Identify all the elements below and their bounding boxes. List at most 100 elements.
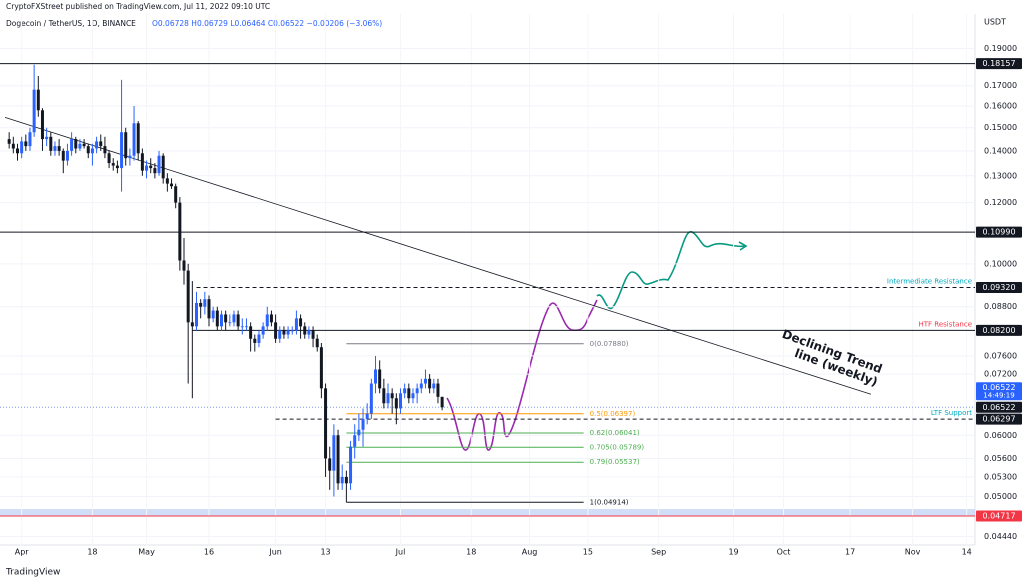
y-tick-label: 0.08800 <box>984 302 1017 311</box>
price-tag-label: 0.06297 <box>982 415 1015 424</box>
candle-body <box>57 146 61 151</box>
candle-body <box>140 153 144 171</box>
candle-body <box>382 388 386 404</box>
candle-body <box>107 153 111 164</box>
fib-label: 1(0.04914) <box>590 498 629 506</box>
fib-label: 0(0.07880) <box>590 340 629 348</box>
symbol: Dogecoin / TetherUS, 1D, BINANCE <box>6 19 136 28</box>
footer-logo: TradingView <box>5 568 60 578</box>
candle-body <box>269 314 273 323</box>
y-tick-label: 0.17000 <box>984 81 1017 90</box>
price-tag <box>976 324 1022 336</box>
candle-body <box>178 202 182 261</box>
candle-body <box>244 326 248 328</box>
trendline <box>4 116 872 395</box>
candle-body <box>415 388 419 394</box>
candle-body <box>274 322 278 339</box>
x-tick-label: 18 <box>87 548 97 557</box>
candle-body <box>132 123 136 156</box>
candle-body <box>32 89 36 133</box>
x-tick-label: 17 <box>845 548 855 557</box>
candle-body <box>311 330 315 339</box>
candle-body <box>20 141 24 154</box>
y-tick-label: 0.16000 <box>984 102 1017 111</box>
candle-body <box>394 398 398 409</box>
y-tick-label: 0.05300 <box>984 472 1017 481</box>
x-tick-label: Jul <box>395 548 406 557</box>
candle-body <box>120 132 124 169</box>
candle-body <box>240 326 244 328</box>
candle-body <box>174 186 178 203</box>
y-tick-label: 0.13000 <box>984 171 1017 180</box>
ohlc-readout: O0.06728 H0.06729 L0.06464 C0.06522 −0.0… <box>152 19 382 28</box>
candle-body <box>344 476 348 484</box>
candle-body <box>186 270 190 323</box>
x-tick-label: May <box>138 548 155 557</box>
x-tick-label: 18 <box>466 548 476 557</box>
countdown: 14:49:19 <box>983 391 1014 399</box>
level-name: LTF Support <box>931 409 972 417</box>
candle-body <box>315 338 319 348</box>
candle-body <box>203 299 207 307</box>
candle-body <box>365 413 369 419</box>
last-price-label: 0.06522 <box>982 383 1015 392</box>
last-price-tag <box>976 382 1022 401</box>
x-tick-label: 13 <box>320 548 330 557</box>
candle-body <box>398 393 402 409</box>
candle-body <box>332 435 336 471</box>
candle-body <box>336 435 340 484</box>
y-tick-label: 0.05600 <box>984 454 1017 463</box>
candle-body <box>24 141 28 147</box>
candle-body <box>45 136 49 140</box>
price-tag <box>976 58 1022 70</box>
candle-body <box>378 369 382 389</box>
candle-body <box>153 168 157 174</box>
candle-body <box>49 136 53 151</box>
candle-body <box>319 347 323 389</box>
y-tick-label: 0.14000 <box>984 146 1017 155</box>
candle-body <box>86 146 90 154</box>
fib-label: 0.5(0.06397) <box>590 410 636 418</box>
x-tick-label: Nov <box>905 548 921 557</box>
publisher: CryptoFXStreet published on TradingView.… <box>6 2 270 11</box>
x-tick-label: Sep <box>651 548 666 557</box>
candle-body <box>40 110 44 140</box>
fib-label: 0.705(0.05789) <box>590 443 645 451</box>
candle-body <box>74 139 78 149</box>
candle-body <box>103 146 107 154</box>
candle-body <box>224 314 228 323</box>
candle-body <box>195 302 199 327</box>
projection-arrow <box>738 241 748 251</box>
candle-body <box>374 369 378 384</box>
level-name: Intermediate Resistance <box>887 277 972 285</box>
candle-body <box>15 148 19 154</box>
x-tick-label: Aug <box>522 548 538 557</box>
candle-body <box>128 155 132 159</box>
candle-body <box>65 150 69 161</box>
candle-body <box>369 383 373 414</box>
candle-body <box>436 383 440 397</box>
candle-body <box>199 302 203 307</box>
y-tick-label: 0.12000 <box>984 198 1017 207</box>
candle-body <box>282 330 286 335</box>
candle-body <box>411 393 415 399</box>
candle-body <box>257 334 261 343</box>
y-tick-label: 0.10000 <box>984 259 1017 268</box>
candle-body <box>403 388 407 394</box>
candle-body <box>36 89 40 111</box>
candle-body <box>357 429 361 436</box>
y-tick-label: 0.06000 <box>984 431 1017 440</box>
candle-body <box>361 418 365 430</box>
candle-body <box>115 165 119 169</box>
y-tick-label: 0.19000 <box>984 44 1017 53</box>
fib-label: 0.62(0.06041) <box>590 429 640 437</box>
price-tag-label: 0.04717 <box>982 512 1015 521</box>
candle-body <box>290 330 294 332</box>
candle-body <box>90 148 94 154</box>
y-tick-label: 0.07200 <box>984 370 1017 379</box>
x-tick-label: Oct <box>777 548 791 557</box>
candle-body <box>228 322 232 324</box>
price-tag <box>976 510 1022 522</box>
candle-body <box>182 260 186 271</box>
